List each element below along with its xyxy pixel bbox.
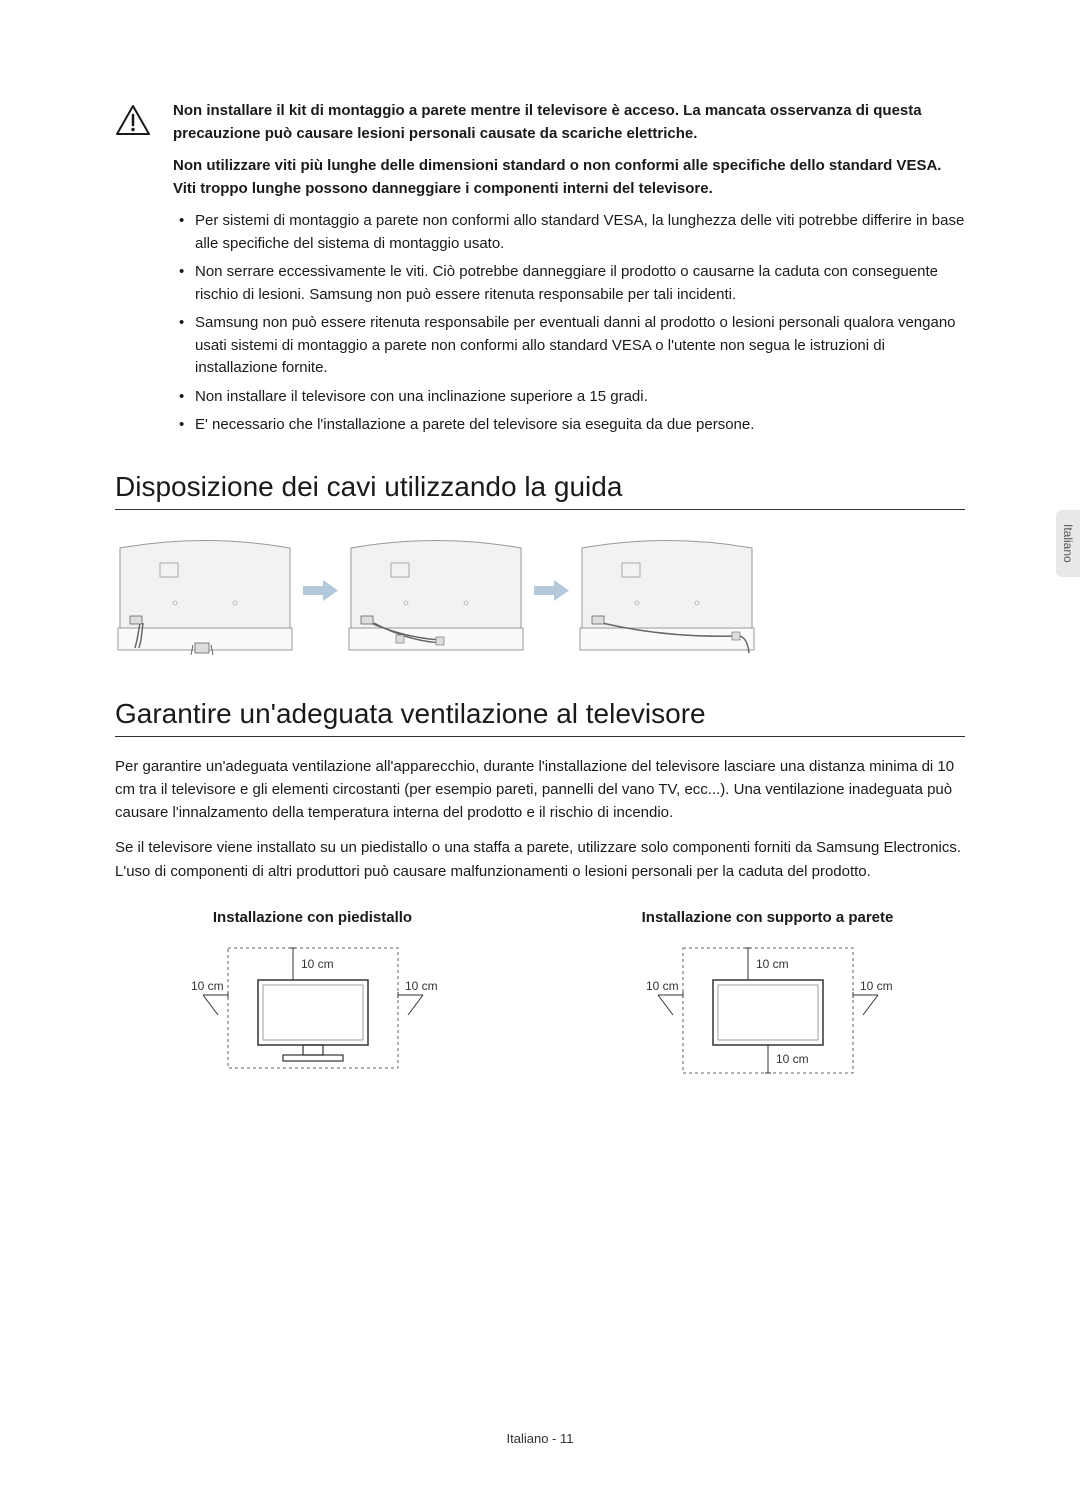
installation-diagrams: Installazione con piedistallo 10 cm: [115, 909, 965, 1090]
stand-install-diagram: 10 cm 10 cm 10 cm: [173, 940, 453, 1085]
warning-content: Non installare il kit di montaggio a par…: [173, 100, 965, 443]
warning-block: Non installare il kit di montaggio a par…: [115, 100, 965, 443]
ventilation-para-1: Per garantire un'adeguata ventilazione a…: [115, 755, 965, 825]
measure-top: 10 cm: [301, 957, 334, 971]
tv-back-diagram-1: [115, 528, 295, 658]
warning-item: E' necessario che l'installazione a pare…: [173, 414, 965, 437]
measure-right: 10 cm: [860, 979, 893, 993]
warning-item: Non installare il televisore con una inc…: [173, 386, 965, 409]
measure-bottom: 10 cm: [776, 1052, 809, 1066]
stand-install-col: Installazione con piedistallo 10 cm: [115, 909, 510, 1090]
ventilation-para-2: Se il televisore viene installato su un …: [115, 836, 965, 883]
warning-list: Per sistemi di montaggio a parete non co…: [173, 210, 965, 437]
tv-back-diagram-2: [346, 528, 526, 658]
warning-item: Samsung non può essere ritenuta responsa…: [173, 312, 965, 380]
section-heading-ventilation: Garantire un'adeguata ventilazione al te…: [115, 698, 965, 737]
warning-bold-1: Non installare il kit di montaggio a par…: [173, 100, 965, 145]
warning-item: Per sistemi di montaggio a parete non co…: [173, 210, 965, 255]
cable-diagram-row: [115, 528, 965, 658]
wall-install-col: Installazione con supporto a parete 10 c…: [570, 909, 965, 1090]
page-container: Non installare il kit di montaggio a par…: [0, 0, 1080, 1150]
wall-install-diagram: 10 cm 10 cm 10 cm 10 cm: [628, 940, 908, 1085]
stand-install-title: Installazione con piedistallo: [115, 909, 510, 926]
wall-install-title: Installazione con supporto a parete: [570, 909, 965, 926]
warning-bold-2: Non utilizzare viti più lunghe delle dim…: [173, 155, 965, 200]
measure-left: 10 cm: [191, 979, 224, 993]
measure-right: 10 cm: [405, 979, 438, 993]
warning-item: Non serrare eccessivamente le viti. Ciò …: [173, 261, 965, 306]
arrow-right-icon: [534, 578, 569, 608]
arrow-right-icon: [303, 578, 338, 608]
language-tab: Italiano: [1056, 510, 1080, 577]
page-footer: Italiano - 11: [0, 1431, 1080, 1446]
measure-top: 10 cm: [756, 957, 789, 971]
measure-left: 10 cm: [646, 979, 679, 993]
section-heading-cables: Disposizione dei cavi utilizzando la gui…: [115, 471, 965, 510]
tv-back-diagram-3: [577, 528, 757, 658]
caution-icon: [115, 104, 151, 136]
